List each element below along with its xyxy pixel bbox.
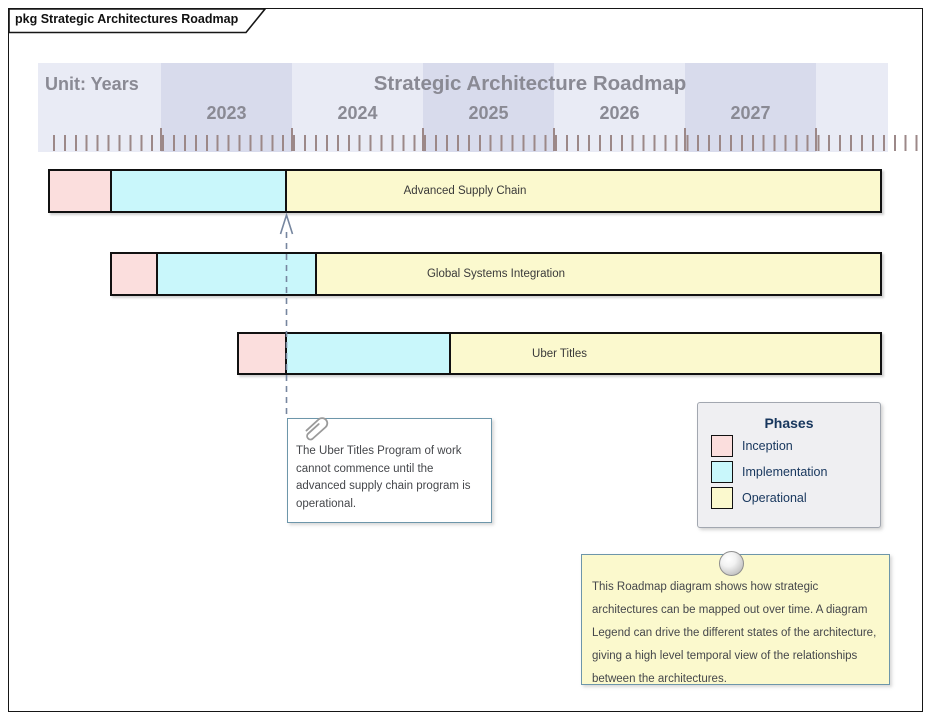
year-tick — [160, 128, 162, 151]
sphere-pin-icon — [719, 551, 744, 576]
year-label-2026: 2026 — [599, 103, 640, 123]
year-label-2023: 2023 — [206, 103, 247, 123]
month-tick-ruler — [44, 135, 921, 151]
legend-item-inception[interactable]: Inception — [711, 434, 880, 457]
paperclip-icon — [305, 417, 329, 441]
description-note-text: This Roadmap diagram shows how strategic… — [592, 581, 877, 685]
year-label-2027: 2027 — [730, 103, 771, 123]
segment-inception[interactable] — [112, 254, 158, 294]
operational-color-swatch — [711, 486, 733, 509]
constraint-note[interactable]: The Uber Titles Program of work cannot c… — [287, 417, 492, 523]
segment-operational[interactable] — [317, 254, 880, 294]
roadmap-bar-uber-titles[interactable]: Uber Titles — [237, 332, 882, 375]
timeline-unit-label: Unit: Years — [45, 74, 139, 94]
timeline-title: Strategic Architecture Roadmap — [373, 72, 687, 95]
inception-color-swatch — [711, 434, 733, 457]
year-label-2024: 2024 — [337, 103, 378, 123]
phases-legend[interactable]: Phases Inception Implementation Operatio… — [697, 402, 881, 528]
frame-tab-label: pkg Strategic Architectures Roadmap — [15, 12, 239, 26]
segment-implementation[interactable] — [112, 171, 287, 211]
year-tick — [422, 128, 424, 151]
roadmap-bar-global-systems-integration[interactable]: Global Systems Integration — [110, 252, 882, 296]
segment-implementation[interactable] — [287, 334, 451, 373]
segment-inception[interactable] — [50, 171, 112, 211]
legend-item-label: Inception — [742, 438, 793, 453]
legend-item-label: Operational — [742, 490, 807, 505]
description-note[interactable]: This Roadmap diagram shows how strategic… — [581, 551, 890, 685]
segment-operational[interactable] — [451, 334, 880, 373]
year-tick — [815, 128, 817, 151]
frame-tab-shape — [8, 8, 267, 34]
year-tick — [553, 128, 555, 151]
year-tick — [684, 128, 686, 151]
legend-item-implementation[interactable]: Implementation — [711, 460, 880, 483]
legend-title: Phases — [764, 415, 814, 431]
year-tick — [291, 128, 293, 151]
year-label-2025: 2025 — [468, 103, 509, 123]
constraint-note-text: The Uber Titles Program of work cannot c… — [296, 445, 471, 510]
implementation-color-swatch — [711, 460, 733, 483]
segment-operational[interactable] — [287, 171, 880, 211]
roadmap-bar-advanced-supply-chain[interactable]: Advanced Supply Chain — [48, 169, 882, 213]
legend-item-label: Implementation — [742, 464, 828, 479]
diagram-frame — [8, 8, 923, 712]
legend-item-operational[interactable]: Operational — [711, 486, 880, 509]
segment-inception[interactable] — [239, 334, 287, 373]
diagram-frame-tab: pkg Strategic Architectures Roadmap — [8, 8, 268, 34]
segment-implementation[interactable] — [158, 254, 317, 294]
